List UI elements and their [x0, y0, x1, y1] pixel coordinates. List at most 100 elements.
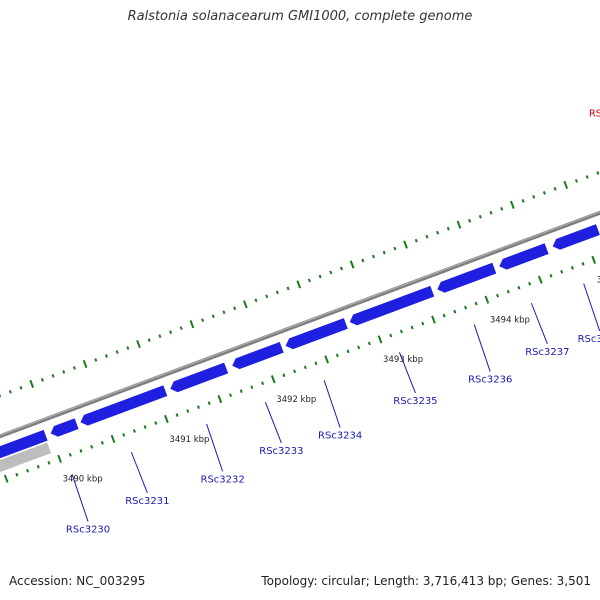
outer-tick: [532, 195, 536, 199]
inner-tick: [464, 305, 468, 310]
gene-arrow-rsc3233[interactable]: [231, 341, 285, 370]
gene-arrow-rsc3230[interactable]: [49, 417, 80, 438]
gene-label-leader: [264, 402, 282, 444]
inner-tick: [324, 355, 329, 364]
inner-tick: [47, 460, 51, 465]
inner-tick: [560, 269, 564, 274]
outer-tick: [425, 234, 429, 239]
gene-label-rsc3239[interactable]: RSc3239: [589, 109, 600, 120]
gene-arrow-rsc3234[interactable]: [284, 317, 349, 350]
gene-labels: RSc3227RSc3228RSc3229RSc3230RSc3231RSc32…: [66, 109, 600, 536]
gene-arrow-rsc3231[interactable]: [79, 384, 169, 427]
inner-tick: [431, 315, 436, 324]
outer-tick: [403, 240, 408, 249]
gene-label-rsc3233[interactable]: RSc3233: [259, 446, 303, 457]
inner-tick: [484, 295, 490, 304]
gene-arrow-rsc3236[interactable]: [436, 262, 498, 294]
outer-tick: [169, 330, 173, 334]
inner-tick: [164, 414, 169, 424]
map-title: Ralstonia solanacearum GMI1000, complete…: [127, 9, 473, 24]
outer-tick: [456, 220, 462, 229]
outer-tick: [372, 254, 376, 259]
gene-label-rsc3237[interactable]: RSc3237: [525, 347, 569, 358]
gene-label-leader: [398, 352, 416, 394]
outer-tick: [478, 214, 482, 219]
inner-tick: [389, 333, 393, 338]
gene-highlight: [284, 338, 290, 347]
inner-tick: [57, 454, 62, 463]
outer-tick: [542, 191, 546, 195]
gene-label-leader: [71, 474, 89, 522]
outer-tick: [329, 270, 333, 275]
outer-tick: [361, 258, 365, 263]
gene-label-rsc3238[interactable]: RSc3238: [578, 334, 600, 345]
inner-tick: [453, 309, 457, 314]
gene-arrow-rsc3229[interactable]: [0, 429, 49, 508]
backbone-line: [0, 210, 600, 439]
outer-tick: [8, 389, 12, 394]
outer-tick: [468, 218, 472, 223]
inner-tick: [506, 289, 510, 294]
inner-tick: [314, 361, 318, 366]
gene-arrow[interactable]: [0, 441, 52, 523]
outer-tick: [179, 326, 183, 331]
gene-highlight: [79, 414, 85, 423]
outer-tick: [82, 359, 88, 369]
inner-tick: [68, 452, 72, 457]
inner-tick: [154, 421, 158, 425]
outer-tick: [211, 314, 215, 319]
gene-label-rsc3235[interactable]: RSc3235: [393, 396, 437, 407]
gene-label-rsc3232[interactable]: RSc3232: [201, 474, 245, 485]
outer-tick: [126, 346, 130, 350]
outer-tick: [275, 290, 279, 295]
inner-tick: [207, 401, 211, 405]
outer-tick: [254, 298, 258, 303]
outer-tick: [553, 187, 557, 191]
inner-tick: [537, 275, 543, 284]
inner-tick: [581, 262, 585, 266]
outer-tick: [286, 286, 290, 291]
gene-arrow-rsc3235[interactable]: [348, 285, 436, 326]
gene-arrow-rsc3237[interactable]: [498, 242, 550, 271]
gene-label-rsc3234[interactable]: RSc3234: [318, 431, 362, 442]
outer-tick: [29, 379, 35, 388]
outer-tick: [296, 280, 302, 289]
outer-tick: [563, 180, 569, 190]
inner-tick: [346, 349, 350, 354]
gene-arrow-rsc3232[interactable]: [169, 361, 229, 393]
inner-tick: [335, 353, 339, 358]
inner-tick: [196, 405, 200, 409]
inner-tick: [261, 381, 265, 386]
gene-highlight: [231, 357, 236, 367]
outer-tick: [147, 338, 151, 342]
inner-tick: [132, 429, 136, 433]
scale-label: 3490 kbp: [63, 475, 103, 485]
gene-label-leader: [206, 423, 224, 472]
gene-highlight: [348, 314, 354, 323]
inner-tick: [15, 472, 19, 477]
gene-label-rsc3231[interactable]: RSc3231: [125, 496, 169, 507]
inner-tick: [293, 369, 297, 374]
genome-backbone: [0, 210, 600, 439]
outer-tick: [393, 246, 397, 251]
gene-highlight: [551, 238, 557, 247]
gene-track: [0, 178, 600, 523]
outer-tick: [339, 266, 343, 271]
outer-tick: [585, 175, 589, 179]
gene-arrow-rsc3238[interactable]: [551, 223, 600, 251]
gene-highlight: [169, 381, 174, 390]
accession-text: Accession: NC_003295: [9, 574, 146, 588]
gene-highlight: [49, 425, 55, 434]
outer-tick: [446, 226, 450, 231]
gene-label-rsc3230[interactable]: RSc3230: [66, 525, 110, 536]
inner-tick: [110, 434, 116, 444]
gene-label-rsc3236[interactable]: RSc3236: [468, 375, 512, 386]
inner-tick: [90, 445, 94, 449]
outer-tick: [382, 250, 386, 255]
inner-tick: [229, 393, 233, 398]
inner-tick-row: [3, 255, 597, 483]
inner-tick: [496, 293, 500, 298]
outer-tick: [136, 339, 141, 349]
outer-tick: [158, 334, 162, 338]
inner-tick: [186, 409, 190, 413]
